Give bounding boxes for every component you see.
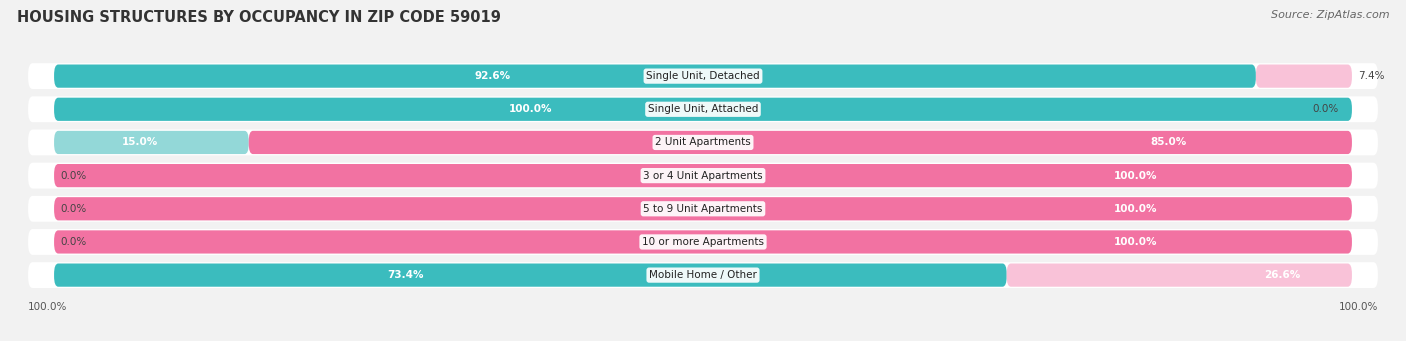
Text: 26.6%: 26.6% — [1264, 270, 1301, 280]
Text: 100.0%: 100.0% — [1114, 170, 1157, 181]
FancyBboxPatch shape — [28, 130, 1378, 155]
Text: 100.0%: 100.0% — [509, 104, 551, 114]
Text: Mobile Home / Other: Mobile Home / Other — [650, 270, 756, 280]
Text: 100.0%: 100.0% — [1114, 237, 1157, 247]
Text: 2 Unit Apartments: 2 Unit Apartments — [655, 137, 751, 147]
Text: 73.4%: 73.4% — [388, 270, 425, 280]
FancyBboxPatch shape — [28, 262, 1378, 288]
Text: 0.0%: 0.0% — [60, 237, 87, 247]
Text: 0.0%: 0.0% — [1313, 104, 1339, 114]
FancyBboxPatch shape — [28, 196, 1378, 222]
FancyBboxPatch shape — [1256, 64, 1353, 88]
Text: 0.0%: 0.0% — [60, 170, 87, 181]
Text: 92.6%: 92.6% — [475, 71, 510, 81]
FancyBboxPatch shape — [53, 131, 249, 154]
Text: 15.0%: 15.0% — [122, 137, 159, 147]
FancyBboxPatch shape — [53, 98, 1353, 121]
Legend: Owner-occupied, Renter-occupied: Owner-occupied, Renter-occupied — [583, 340, 823, 341]
Text: 100.0%: 100.0% — [1114, 204, 1157, 214]
FancyBboxPatch shape — [249, 131, 1353, 154]
FancyBboxPatch shape — [28, 163, 1378, 189]
Text: Single Unit, Attached: Single Unit, Attached — [648, 104, 758, 114]
Text: Single Unit, Detached: Single Unit, Detached — [647, 71, 759, 81]
Text: Source: ZipAtlas.com: Source: ZipAtlas.com — [1271, 10, 1389, 20]
Text: 85.0%: 85.0% — [1150, 137, 1187, 147]
FancyBboxPatch shape — [28, 229, 1378, 255]
FancyBboxPatch shape — [1007, 264, 1353, 287]
FancyBboxPatch shape — [53, 230, 1353, 254]
FancyBboxPatch shape — [53, 197, 1353, 220]
FancyBboxPatch shape — [53, 164, 1353, 187]
Text: 3 or 4 Unit Apartments: 3 or 4 Unit Apartments — [643, 170, 763, 181]
Text: 100.0%: 100.0% — [1339, 302, 1378, 312]
FancyBboxPatch shape — [28, 63, 1378, 89]
Text: 7.4%: 7.4% — [1358, 71, 1385, 81]
Text: HOUSING STRUCTURES BY OCCUPANCY IN ZIP CODE 59019: HOUSING STRUCTURES BY OCCUPANCY IN ZIP C… — [17, 10, 501, 25]
Text: 0.0%: 0.0% — [60, 204, 87, 214]
Text: 100.0%: 100.0% — [28, 302, 67, 312]
FancyBboxPatch shape — [53, 264, 1007, 287]
Text: 10 or more Apartments: 10 or more Apartments — [643, 237, 763, 247]
FancyBboxPatch shape — [28, 97, 1378, 122]
Text: 5 to 9 Unit Apartments: 5 to 9 Unit Apartments — [644, 204, 762, 214]
FancyBboxPatch shape — [53, 64, 1256, 88]
